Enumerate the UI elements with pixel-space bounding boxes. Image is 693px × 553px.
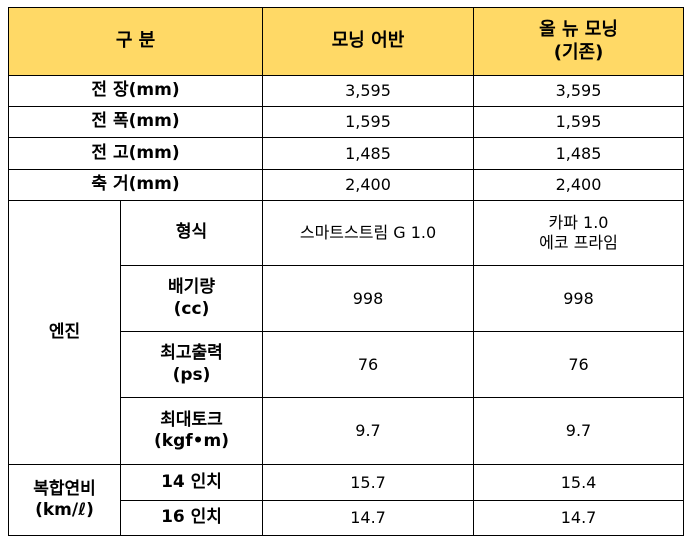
row-label-engine-type: 형식	[119, 200, 264, 266]
row-label-width: 전 폭(mm)	[7, 106, 264, 138]
table-row: 전 장(mm) 3,595 3,595	[7, 75, 685, 107]
row-label-16-inch: 16 인치	[119, 500, 264, 536]
table-row: 최대토크 (kgf•m) 9.7 9.7	[9, 397, 685, 465]
cell-urban-engine-type: 스마트스트림 G 1.0	[262, 200, 475, 266]
header-all-new-morning-line1: 올 뉴 모닝	[539, 19, 618, 40]
cell-urban-displacement: 998	[262, 265, 475, 332]
row-label-max-power: 최고출력 (ps)	[119, 331, 264, 398]
header-morning-urban: 모닝 어반	[262, 7, 475, 76]
cell-urban-14-inch: 15.7	[262, 464, 475, 501]
row-label-max-torque-line2: (kgf•m)	[154, 431, 229, 451]
table-row: 전 고(mm) 1,485 1,485	[7, 137, 685, 170]
cell-urban-max-power: 76	[262, 331, 475, 398]
cell-allnew-length: 3,595	[473, 75, 685, 107]
table-row: 복합연비 (km/ℓ) 14 인치 15.7 15.4	[8, 464, 685, 536]
row-label-14-inch: 14 인치	[119, 464, 264, 501]
cell-allnew-displacement: 998	[473, 265, 685, 332]
row-label-height: 전 고(mm)	[7, 137, 264, 170]
cell-urban-wheelbase: 2,400	[262, 169, 475, 201]
group-label-fuel-economy: 복합연비 (km/ℓ)	[8, 464, 121, 536]
cell-urban-height: 1,485	[262, 137, 475, 170]
cell-allnew-engine-type-line1: 카파 1.0	[548, 213, 609, 232]
row-label-displacement-line2: (cc)	[173, 298, 210, 319]
row-label-max-power-line2: (ps)	[172, 364, 211, 385]
cell-allnew-width: 1,595	[473, 106, 685, 138]
row-label-wheelbase: 축 거(mm)	[7, 169, 264, 201]
cell-allnew-max-power: 76	[473, 331, 685, 398]
row-label-displacement: 배기량 (cc)	[119, 265, 264, 332]
table-row: 엔진 형식 스마트스트림 G 1.0 카파 1.0 에코 프라임	[8, 200, 685, 465]
row-label-length: 전 장(mm)	[7, 75, 264, 107]
header-category: 구 분	[7, 7, 264, 76]
cell-urban-max-torque: 9.7	[262, 397, 475, 465]
table-row: 최고출력 (ps) 76 76	[9, 331, 685, 398]
table-row: 16 인치 14.7 14.7	[9, 500, 685, 536]
table-row: 배기량 (cc) 998 998	[9, 265, 685, 332]
group-label-engine: 엔진	[8, 200, 121, 465]
cell-urban-width: 1,595	[262, 106, 475, 138]
group-label-fuel-economy-line1: 복합연비	[33, 478, 96, 499]
cell-allnew-max-torque: 9.7	[473, 397, 685, 465]
row-label-max-torque: 최대토크 (kgf•m)	[119, 397, 264, 465]
row-label-max-power-line1: 최고출력	[160, 343, 223, 364]
cell-allnew-engine-type: 카파 1.0 에코 프라임	[473, 200, 685, 266]
cell-urban-16-inch: 14.7	[262, 500, 475, 536]
cell-allnew-engine-type-line2: 에코 프라임	[539, 233, 618, 252]
group-label-fuel-economy-line2: (km/ℓ)	[35, 500, 94, 520]
row-label-max-torque-line1: 최대토크	[160, 409, 223, 430]
cell-allnew-16-inch: 14.7	[473, 500, 685, 536]
header-row: 구 분 모닝 어반 올 뉴 모닝 (기존)	[7, 7, 685, 76]
cell-allnew-height: 1,485	[473, 137, 685, 170]
table-row: 전 폭(mm) 1,595 1,595	[7, 106, 685, 138]
cell-urban-length: 3,595	[262, 75, 475, 107]
cell-allnew-14-inch: 15.4	[473, 464, 685, 501]
cell-allnew-wheelbase: 2,400	[473, 169, 685, 201]
row-label-displacement-line1: 배기량	[168, 277, 215, 298]
table-row: 축 거(mm) 2,400 2,400	[7, 169, 685, 201]
header-all-new-morning: 올 뉴 모닝 (기존)	[473, 7, 685, 76]
header-all-new-morning-line2: (기존)	[553, 41, 604, 63]
spec-comparison-table: 구 분 모닝 어반 올 뉴 모닝 (기존) 전 장(mm) 3,595 3,59…	[7, 7, 685, 536]
